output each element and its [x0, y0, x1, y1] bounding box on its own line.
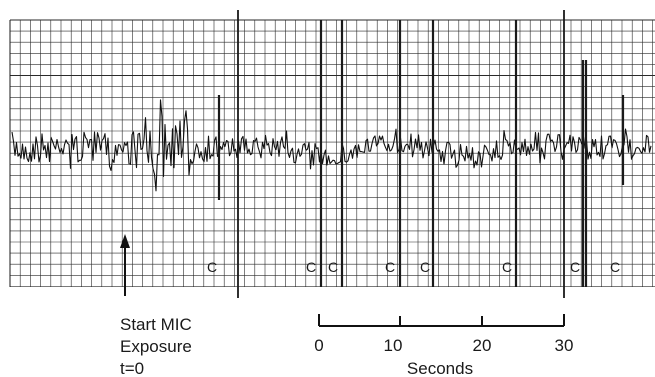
- scale-tick-30: 30: [555, 336, 574, 355]
- event-marker-c: C: [420, 259, 430, 275]
- event-marker-c: C: [207, 259, 217, 275]
- event-marker-c: C: [570, 259, 580, 275]
- event-marker-c: C: [306, 259, 316, 275]
- event-marker-c: C: [610, 259, 620, 275]
- event-marker-c: C: [502, 259, 512, 275]
- time-scale-bar: 0 10 20 30 Seconds: [314, 314, 573, 377]
- chart-grid: [9, 19, 655, 287]
- scale-tick-0: 0: [314, 336, 323, 355]
- event-marker-c: C: [385, 259, 395, 275]
- annotation-line-3: t=0: [120, 359, 144, 377]
- annotation-line-2: Exposure: [120, 337, 192, 356]
- signal-trace: [11, 99, 652, 192]
- scale-tick-10: 10: [384, 336, 403, 355]
- scale-label: Seconds: [407, 359, 473, 377]
- event-marker-c: C: [328, 259, 338, 275]
- scale-tick-20: 20: [473, 336, 492, 355]
- major-vertical-lines: [237, 10, 565, 298]
- spike-lines: [217, 20, 625, 287]
- annotation-line-1: Start MIC: [120, 315, 192, 334]
- start-arrow: [120, 234, 130, 296]
